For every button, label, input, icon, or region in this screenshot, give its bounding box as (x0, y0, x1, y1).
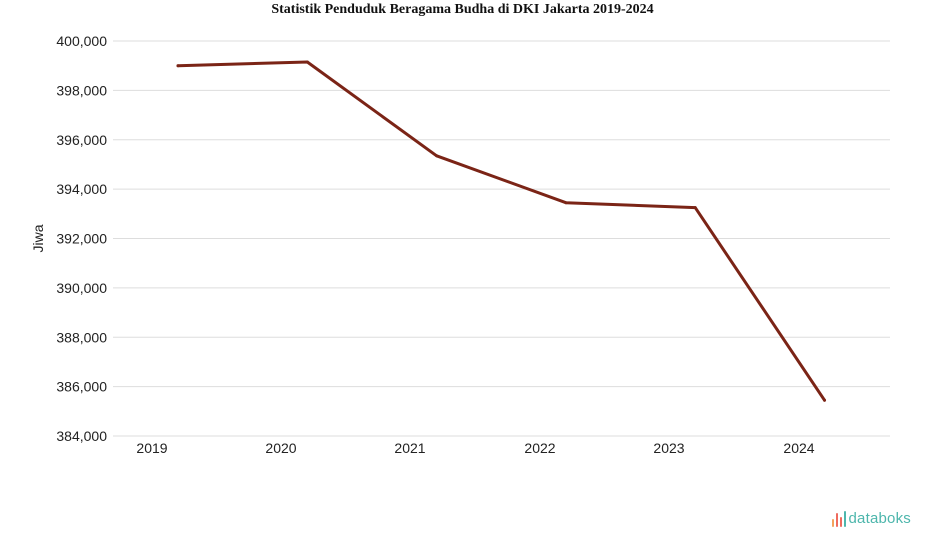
databoks-watermark: databoks (831, 510, 911, 527)
x-tick-label: 2024 (783, 440, 814, 456)
y-tick-label: 394,000 (56, 181, 107, 197)
bar-chart-icon (831, 510, 846, 527)
y-tick-label: 392,000 (56, 231, 107, 247)
x-tick-label: 2023 (653, 440, 684, 456)
y-tick-label: 386,000 (56, 379, 107, 395)
data-point (564, 201, 568, 205)
data-point (305, 60, 309, 64)
y-tick-label: 396,000 (56, 132, 107, 148)
y-tick-label: 388,000 (56, 329, 107, 345)
y-tick-label: 398,000 (56, 82, 107, 98)
x-tick-label: 2020 (265, 440, 296, 456)
data-point (693, 206, 697, 210)
series-line (176, 60, 826, 402)
x-tick-label: 2021 (394, 440, 425, 456)
data-point (435, 154, 439, 158)
y-axis-label: Jiwa (30, 224, 46, 252)
series-layer (176, 60, 826, 402)
gridlines (113, 40, 890, 437)
x-tick-label: 2019 (136, 440, 167, 456)
chart-title: Statistik Penduduk Beragama Budha di DKI… (271, 2, 654, 17)
watermark-text: databoks (848, 510, 911, 527)
y-tick-label: 390,000 (56, 280, 107, 296)
y-tick-label: 384,000 (56, 428, 107, 444)
y-axis-ticks: 400,000 398,000 396,000 394,000 392,000 390,0… (56, 33, 107, 444)
y-tick-label: 400,000 (56, 33, 107, 49)
data-point (176, 64, 180, 68)
x-tick-label: 2022 (524, 440, 555, 456)
x-axis-ticks: 2019 2020 2021 2022 2023 2024 (136, 440, 814, 456)
data-point (823, 398, 826, 402)
